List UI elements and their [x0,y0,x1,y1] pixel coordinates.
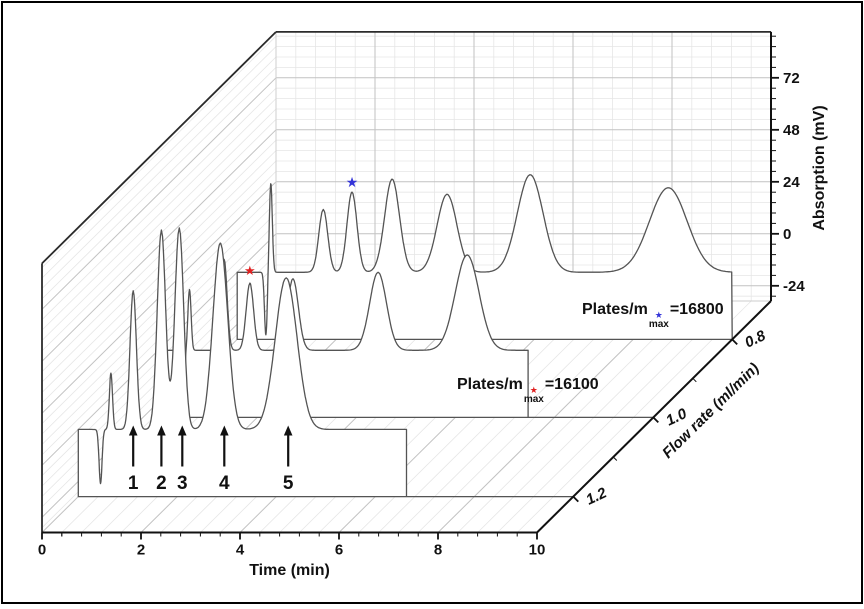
z-tick-label: 48 [783,122,800,139]
leftwall-top-edge [41,31,277,265]
absorption-axis-title: Absorption (mV) [811,105,828,230]
z-tick-label: 72 [783,70,800,87]
chromatogram-trace-1.2 [77,227,574,498]
red-star-icon: ★ [529,386,538,396]
plates-subscript: max [523,393,544,405]
peak-arrow-head [128,425,138,436]
plates-prefix: Plates/m [457,376,523,393]
plates-super-sub: ★ max [523,386,544,405]
plates-prefix: Plates/m [582,301,648,318]
peak-number-label: 4 [219,473,230,494]
gridline [41,108,277,341]
plates-value: =16800 [669,301,724,318]
peak-arrow-head [157,425,166,436]
peak-number-label: 3 [177,473,188,494]
plates-value: =16100 [544,376,599,393]
x-tick-label: 4 [236,542,245,559]
x-tick-label: 6 [335,542,343,559]
z-tick-label: -24 [783,278,805,295]
time-axis-title: Time (min) [249,562,330,579]
peak-arrow-head [283,425,293,436]
plates-annotation-16800: Plates/m ★ max =16800 [582,301,724,329]
gridline [41,46,277,279]
peak-arrow-head [177,425,187,436]
plates-annotation-16100: Plates/m ★ max =16100 [457,376,599,404]
x-tick-label: 2 [137,542,145,559]
peak-arrow-head [220,425,229,436]
flow-minor-tick [692,377,697,383]
gridline [41,87,277,320]
gridline [41,119,277,352]
peak-number-label: 2 [156,473,167,494]
gridline [41,56,277,289]
flow-rate-axis [536,300,772,534]
x-tick-label: 10 [529,542,546,559]
x-tick-label: 0 [38,542,46,559]
red-star-marker: ★ [244,264,256,279]
z-tick-label: 24 [783,174,800,191]
blue-star-icon: ★ [654,311,663,321]
flow-tick [572,495,579,503]
blue-star-marker: ★ [346,175,359,191]
gridline [41,129,277,362]
peak-number-label: 1 [128,473,139,494]
gridline [41,67,277,300]
z-tick-label: 0 [783,226,791,243]
gridline [41,98,277,331]
gridline [41,77,277,310]
x-tick-label: 8 [434,542,442,559]
flow-tick [652,416,659,424]
flow-minor-tick [612,456,618,461]
gridline [41,35,277,268]
peak-number-label: 5 [283,473,294,494]
chromatogram-trace-0.8 [236,174,733,341]
flow-tick [731,338,738,346]
plates-super-sub: ★ max [648,311,669,330]
plates-subscript: max [648,318,669,330]
